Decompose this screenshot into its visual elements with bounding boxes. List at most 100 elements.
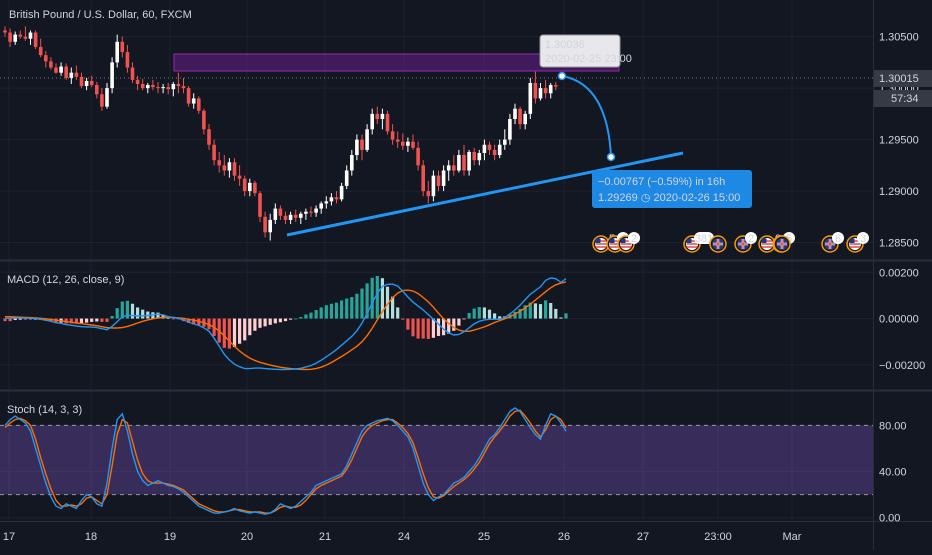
candle xyxy=(278,205,283,220)
macd-histogram-bar xyxy=(74,318,78,324)
candle-body xyxy=(74,72,79,77)
macd-histogram-bar xyxy=(523,305,527,319)
stoch-title: Stoch (14, 3, 3) xyxy=(7,404,82,416)
candle xyxy=(253,180,257,197)
candle xyxy=(23,26,28,41)
candle-body xyxy=(370,113,374,130)
candle xyxy=(258,191,262,222)
forecast-label: −0.00767 (−0.59%) in 16h 1.29269 ◷ 2020-0… xyxy=(592,170,752,208)
candle xyxy=(186,86,191,107)
candle-body xyxy=(227,162,232,171)
event-marker[interactable]: 6 xyxy=(821,232,844,253)
candle xyxy=(548,82,553,99)
candle xyxy=(217,151,221,173)
macd-histogram-bar xyxy=(8,318,12,322)
candle xyxy=(406,137,410,152)
tooltip-price: 1.30036 xyxy=(545,39,585,51)
candle-body xyxy=(472,151,476,161)
macd-histogram-bar xyxy=(436,318,441,336)
macd-histogram-bar xyxy=(95,318,99,322)
candle xyxy=(446,160,451,181)
stoch-tick-label: 40.00 xyxy=(879,467,907,479)
candle-body xyxy=(360,139,364,150)
macd-histogram-bar xyxy=(457,318,461,326)
candle xyxy=(89,75,94,88)
macd-histogram-bar xyxy=(105,318,109,322)
forecast-change-text: −0.00767 (−0.59%) in 16h xyxy=(598,176,725,188)
candle-body xyxy=(421,165,425,192)
event-marker[interactable]: 2 xyxy=(734,232,757,253)
candle-body xyxy=(523,113,527,125)
candle xyxy=(125,44,130,73)
macd-histogram-bar xyxy=(375,275,379,319)
macd-histogram-bar xyxy=(268,318,272,325)
candle xyxy=(222,155,227,176)
candle xyxy=(355,134,359,161)
candle xyxy=(472,147,476,166)
flag-us-canton xyxy=(609,238,615,243)
candle xyxy=(360,134,364,161)
candle xyxy=(467,149,471,176)
macd-histogram-bar xyxy=(518,308,522,319)
forecast-start-dot xyxy=(557,71,567,81)
event-marker[interactable] xyxy=(709,235,727,253)
candle-body xyxy=(477,152,482,161)
macd-histogram-bar xyxy=(442,318,446,336)
macd-histogram-bar xyxy=(90,318,94,322)
candle xyxy=(477,149,482,166)
macd-histogram-bar xyxy=(253,318,257,331)
macd-tick-label: 0.00000 xyxy=(879,314,919,326)
candle xyxy=(140,78,145,91)
candle xyxy=(248,178,252,197)
candle-body xyxy=(151,85,155,88)
macd-histogram-bar xyxy=(345,298,349,319)
candle xyxy=(120,36,125,58)
event-marker[interactable]: 2 xyxy=(617,232,640,253)
candle xyxy=(538,82,543,101)
candle-body xyxy=(487,144,492,150)
candle-body xyxy=(176,84,181,87)
macd-histogram-bar xyxy=(248,318,252,336)
macd-histogram-bar xyxy=(498,316,502,319)
candle xyxy=(44,51,48,68)
forecast-target-text: 1.29269 ◷ 2020-02-26 15:00 xyxy=(598,192,740,204)
event-marker[interactable] xyxy=(773,235,791,253)
macd-histogram-bar xyxy=(187,318,191,323)
candle-body xyxy=(508,119,512,140)
event-marker[interactable]: 3 xyxy=(846,232,869,253)
macd-tick-label: 0.00200 xyxy=(879,267,919,279)
event-marker[interactable]: 381 xyxy=(683,232,714,253)
event-badge xyxy=(628,232,640,244)
macd-histogram-bar xyxy=(263,318,267,327)
macd-histogram-bar xyxy=(18,318,22,320)
macd-histogram-bar xyxy=(411,318,415,337)
candle-body xyxy=(49,61,53,68)
candle xyxy=(49,57,53,70)
macd-histogram-bar xyxy=(564,313,568,319)
current-price-label: 1.30015 xyxy=(879,73,919,85)
candle-body xyxy=(482,144,487,153)
candle xyxy=(395,131,400,148)
time-tick-label: 23:00 xyxy=(704,531,732,543)
candle-body xyxy=(95,85,99,95)
candle-body xyxy=(375,113,380,120)
candle xyxy=(33,30,38,50)
candle-body xyxy=(120,41,125,53)
candle-body xyxy=(181,86,186,89)
macd-histogram-bar xyxy=(396,307,400,319)
macd-histogram-bar xyxy=(289,318,293,320)
candle xyxy=(508,113,512,145)
candle-body xyxy=(18,34,23,37)
candle xyxy=(181,77,186,94)
macd-histogram-bar xyxy=(136,307,140,319)
candle xyxy=(497,139,502,159)
candle xyxy=(28,30,33,45)
candle-body xyxy=(84,80,89,87)
candle-body xyxy=(457,155,461,171)
trendline xyxy=(286,151,684,237)
candle-body xyxy=(38,46,43,56)
candle xyxy=(135,75,140,91)
candle xyxy=(227,158,232,178)
candle-body xyxy=(44,55,48,62)
candle xyxy=(115,34,119,68)
